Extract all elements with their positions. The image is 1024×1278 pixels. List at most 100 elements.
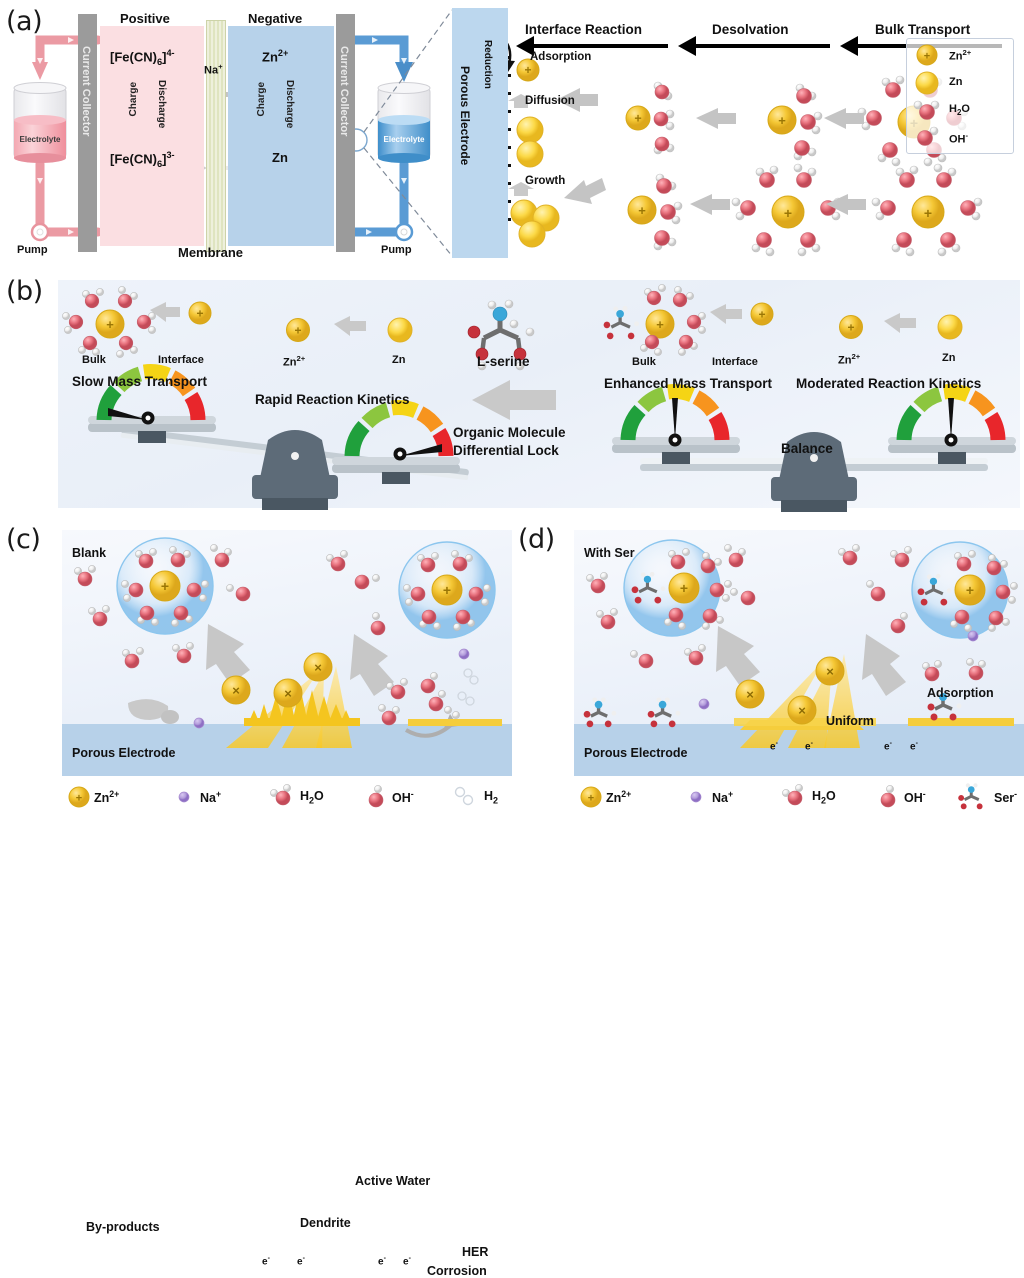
d-electron-2: e- [805, 740, 813, 753]
svg-text:+: + [656, 317, 664, 332]
current-collector-left: Current Collector [78, 14, 97, 252]
reduction-label: Reduction [482, 40, 493, 89]
pump-right-label: Pump [381, 244, 412, 256]
charge-label-positive: Charge [128, 82, 139, 117]
svg-text:×: × [798, 703, 806, 718]
negative-species-top: Zn2+ [262, 48, 289, 65]
svg-text:×: × [746, 687, 754, 702]
svg-text:Electrolyte: Electrolyte [20, 135, 61, 144]
svg-text:+: + [847, 321, 854, 335]
b-left-bulk-label: Bulk [82, 354, 106, 366]
panel-c-label: (c) [6, 524, 41, 555]
positive-species-top: [Fe(CN)6]4- [110, 48, 175, 67]
d-electron-1: e- [770, 740, 778, 753]
panel-d-graphics: + + [583, 539, 1018, 748]
panel-d-title: With Ser [584, 546, 635, 560]
negative-header: Negative [248, 11, 303, 26]
svg-text:+: + [784, 205, 792, 221]
b-lock-caption-line1: Organic Molecule [453, 425, 566, 440]
panel-b: (b) + + + [0, 268, 1024, 518]
b-left-mass-transport: Slow Mass Transport [72, 374, 208, 389]
svg-text:×: × [314, 660, 322, 675]
c-dendrite-label: Dendrite [300, 1216, 351, 1230]
panel-c-graphics: + + [74, 537, 502, 748]
stage-desolvation: Desolvation [712, 22, 789, 37]
b-right-mass-transport: Enhanced Mass Transport [604, 376, 773, 391]
d-legend-hydroxide: OH- [904, 789, 926, 806]
positive-species-bottom: [Fe(CN)6]3- [110, 150, 175, 169]
negative-electrolyte-region [228, 26, 334, 246]
panel-d-legend: + Zn2+ Na+ H2O OH- Ser- [574, 780, 1024, 814]
c-legend-hydroxide: OH- [392, 789, 414, 806]
c-electron-1: e- [262, 1255, 270, 1268]
c-legend-hydrogen: H2 [484, 789, 499, 806]
legend-item-zn-metal: Zn [949, 76, 963, 88]
stage-interface-reaction: Interface Reaction [525, 22, 643, 37]
svg-text:+: + [758, 308, 765, 322]
svg-text:+: + [638, 203, 646, 218]
svg-text:Electrolyte: Electrolyte [384, 135, 425, 144]
c-active-water-label: Active Water [355, 1174, 431, 1188]
panel-d-electrode-label: Porous Electrode [584, 746, 688, 760]
b-right-zn-metal: Zn [942, 352, 956, 364]
c-legend-na-ion: Na+ [200, 789, 222, 806]
legend-item-hydroxide: OH- [949, 131, 969, 146]
positive-header: Positive [120, 11, 170, 26]
panel-c-electrode-label: Porous Electrode [72, 746, 176, 760]
panel-a: (a) Electrolyte [0, 0, 1024, 268]
stage-bulk-transport: Bulk Transport [875, 22, 971, 37]
svg-text:+: + [76, 793, 82, 805]
panel-d-label: (d) [518, 524, 555, 555]
c-legend-water: H2O [300, 789, 324, 806]
c-her-label: HER [462, 1245, 489, 1259]
step-diffusion: Diffusion [525, 95, 575, 107]
svg-text:+: + [966, 582, 974, 598]
step-growth: Growth [525, 175, 566, 187]
b-right-bulk-label: Bulk [632, 356, 656, 368]
panel-c-title: Blank [72, 546, 107, 560]
panel-b-graphics: + + + [62, 284, 1016, 512]
negative-species-bottom: Zn [272, 150, 288, 165]
c-corrosion-label: Corrosion [427, 1264, 487, 1278]
svg-text:+: + [924, 205, 932, 221]
b-right-zn-ion: Zn2+ [838, 352, 861, 367]
current-collector-right: Current Collector [336, 14, 355, 252]
porous-electrode-column [452, 8, 508, 258]
panel-a-label: (a) [6, 6, 43, 37]
svg-text:+: + [588, 793, 594, 805]
d-legend-serine: Ser- [994, 789, 1018, 806]
d-legend-water: H2O [812, 789, 836, 806]
porous-electrode-label: Porous Electrode [458, 66, 472, 166]
discharge-label-positive: Discharge [156, 80, 167, 129]
legend-item-zn-ion: Zn2+ [949, 48, 972, 63]
svg-text:+: + [196, 307, 203, 321]
step-adsorption: Adsorption [530, 51, 592, 63]
b-right-interface-label: Interface [712, 356, 758, 368]
c-electron-4: e- [403, 1255, 411, 1268]
discharge-label-negative: Discharge [284, 80, 295, 129]
b-left-interface-label: Interface [158, 354, 204, 366]
positive-electrolyte-region [100, 26, 204, 246]
b-left-kinetics: Rapid Reaction Kinetics [255, 392, 410, 407]
membrane-layer [206, 20, 226, 252]
svg-text:+: + [680, 580, 688, 596]
b-serine-label: L-serine [477, 354, 530, 369]
panel-d: (d) Porous Electrode + [512, 518, 1024, 817]
c-electron-3: e- [378, 1255, 386, 1268]
svg-text:+: + [924, 51, 930, 63]
svg-text:+: + [161, 578, 169, 594]
svg-text:+: + [106, 317, 114, 332]
c-electron-2: e- [297, 1255, 305, 1268]
d-legend-zn-ion: Zn2+ [606, 789, 632, 806]
charge-label-negative: Charge [256, 82, 267, 117]
b-left-zn-metal: Zn [392, 354, 406, 366]
d-legend-na-ion: Na+ [712, 789, 734, 806]
sodium-ion-label: Na+ [204, 62, 223, 77]
membrane-label: Membrane [178, 245, 244, 260]
svg-text:+: + [778, 113, 786, 128]
c-legend-zn-ion: Zn2+ [94, 789, 120, 806]
svg-text:+: + [634, 112, 641, 126]
pump-left-label: Pump [17, 244, 48, 256]
svg-text:×: × [232, 683, 240, 698]
panel-c-legend: + Zn2+ Na+ H2O OH- H2 [62, 780, 512, 814]
